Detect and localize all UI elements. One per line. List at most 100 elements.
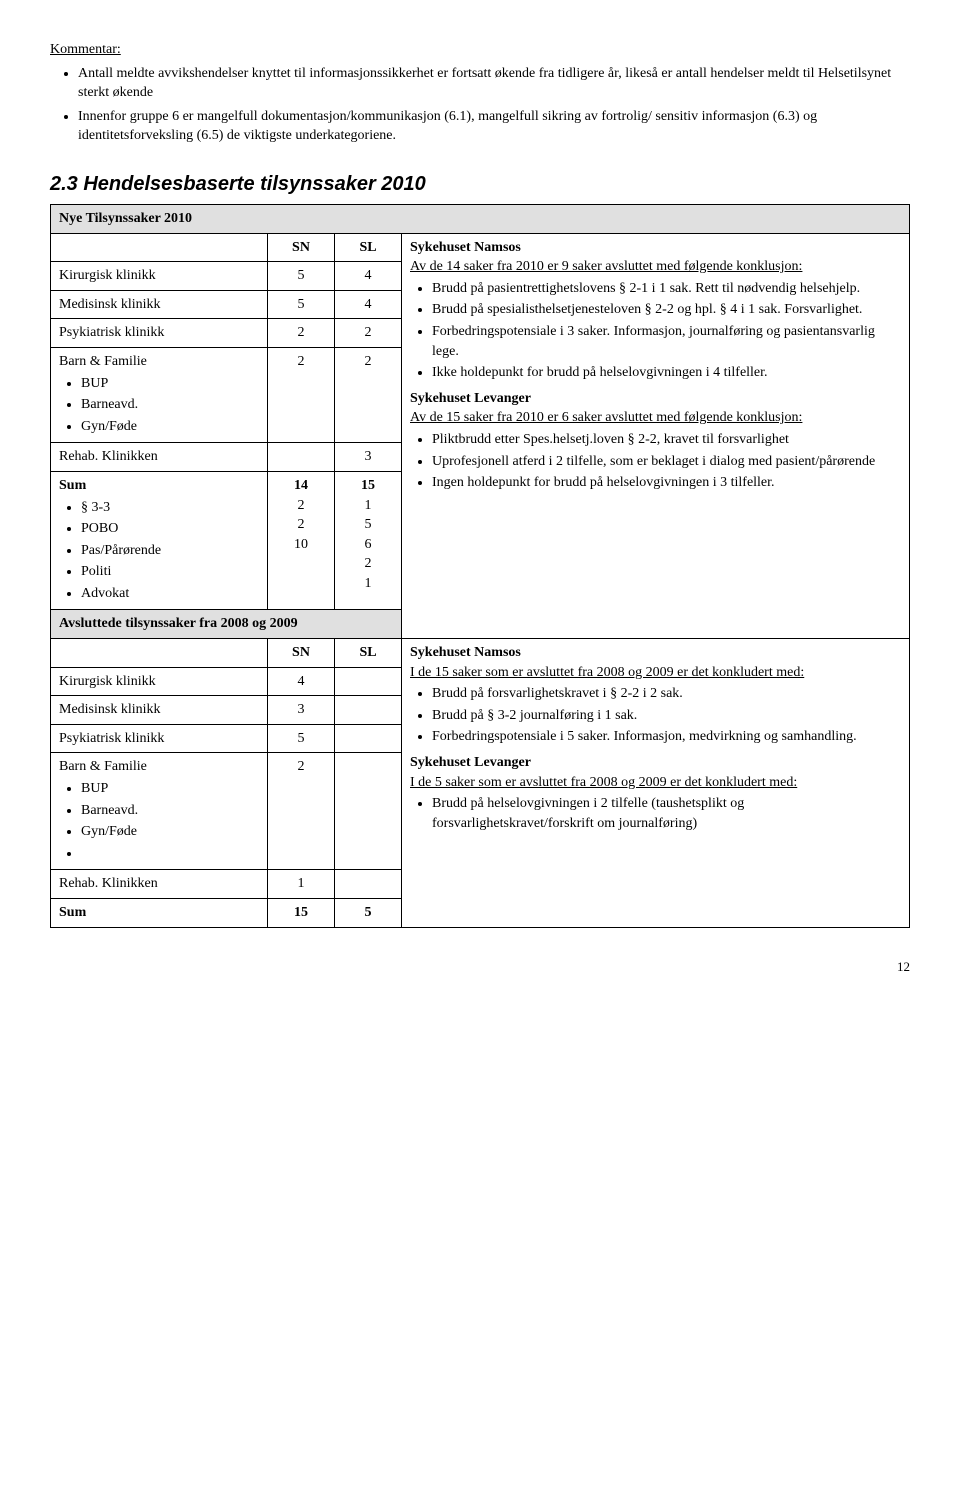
row-label: Medisinsk klinikk (51, 696, 268, 725)
sum-sn-2: 15 (268, 899, 335, 928)
desc2-p1: I de 15 saker som er avsluttet fra 2008 … (410, 663, 901, 683)
desc-item: Ikke holdepunkt for brudd på helselovgiv… (432, 363, 901, 383)
cell-sn: 2 (268, 319, 335, 348)
row-label: Kirurgisk klinikk (51, 667, 268, 696)
row-label: Psykiatrisk klinikk (51, 319, 268, 348)
desc2-h1: Sykehuset Namsos (410, 643, 901, 663)
row-label: Psykiatrisk klinikk (51, 724, 268, 753)
sub-item-empty (81, 844, 259, 864)
row-label: Medisinsk klinikk (51, 290, 268, 319)
desc-item: Pliktbrudd etter Spes.helsetj.loven § 2-… (432, 430, 901, 450)
desc-p2: Av de 15 saker fra 2010 er 6 saker avslu… (410, 408, 901, 428)
row-label: Rehab. Klinikken (51, 870, 268, 899)
cell-sl: 4 (335, 290, 402, 319)
desc-item: Uprofesjonell atferd i 2 tilfelle, som e… (432, 452, 901, 472)
desc-item: Ingen holdepunkt for brudd på helselovgi… (432, 473, 901, 493)
cell-sn: 5 (268, 262, 335, 291)
cell-sl: 4 (335, 262, 402, 291)
empty-cell (51, 233, 268, 262)
col-sl-2: SL (335, 639, 402, 668)
sub-sl: 1 (343, 574, 393, 594)
sum-sl: 15 (343, 476, 393, 496)
sub-item: Gyn/Føde (81, 822, 259, 842)
desc-h1: Sykehuset Namsos (410, 238, 901, 258)
sub-item: BUP (81, 374, 259, 394)
cell-sl: 3 (335, 443, 402, 472)
cell-sl (335, 870, 402, 899)
sub-item: BUP (81, 779, 259, 799)
sub-sn: 2 (276, 496, 326, 516)
sub-list: BUP Barneavd. Gyn/Føde (59, 779, 259, 863)
row-label-text: Barn & Familie (59, 759, 147, 774)
desc-list-1: Brudd på pasientrettighetslovens § 2-1 i… (410, 279, 901, 383)
cell-sl (335, 724, 402, 753)
page-number: 12 (50, 958, 910, 976)
sub-item: Politi (81, 562, 259, 582)
tilsynssaker-table: Nye Tilsynssaker 2010 SN SL Sykehuset Na… (50, 204, 910, 928)
cell-sn (268, 443, 335, 472)
row-label-text: Barn & Familie (59, 354, 147, 369)
nye-header: Nye Tilsynssaker 2010 (51, 204, 910, 233)
desc-item: Brudd på pasientrettighetslovens § 2-1 i… (432, 279, 901, 299)
desc-item: Forbedringspotensiale i 3 saker. Informa… (432, 322, 901, 361)
row-label: Barn & Familie BUP Barneavd. Gyn/Føde (51, 753, 268, 870)
desc-item: Brudd på helselovgivningen i 2 tilfelle … (432, 794, 901, 833)
row-label: Kirurgisk klinikk (51, 262, 268, 291)
desc-item: Brudd på forsvarlighetskravet i § 2-2 i … (432, 684, 901, 704)
cell-sl: 2 (335, 347, 402, 442)
cell-sn: 5 (268, 290, 335, 319)
sub-sn: 10 (276, 535, 326, 555)
col-sn-2: SN (268, 639, 335, 668)
kommentar-item: Antall meldte avvikshendelser knyttet ti… (78, 64, 910, 103)
sub-list: BUP Barneavd. Gyn/Føde (59, 374, 259, 437)
sub-item: POBO (81, 519, 259, 539)
sum-sl-2: 5 (335, 899, 402, 928)
desc2-list-1: Brudd på forsvarlighetskravet i § 2-2 i … (410, 684, 901, 747)
empty-cell (51, 639, 268, 668)
sub-item: Gyn/Føde (81, 417, 259, 437)
sum-label-2: Sum (51, 899, 268, 928)
sub-item: Pas/Pårørende (81, 541, 259, 561)
sum-sub-list: § 3-3 POBO Pas/Pårørende Politi Advokat (59, 498, 259, 604)
cell-sl (335, 667, 402, 696)
sub-sl: 5 (343, 515, 393, 535)
sum-cell: Sum § 3-3 POBO Pas/Pårørende Politi Advo… (51, 471, 268, 610)
sum-label: Sum (59, 478, 86, 493)
sum-sl-col: 15 1 5 6 2 1 (335, 471, 402, 610)
desc-item: Brudd på spesialisthelsetjenesteloven § … (432, 300, 901, 320)
sub-item: Barneavd. (81, 395, 259, 415)
desc-p1: Av de 14 saker fra 2010 er 9 saker avslu… (410, 257, 901, 277)
cell-sn: 2 (268, 347, 335, 442)
desc-h2: Sykehuset Levanger (410, 389, 901, 409)
row-label: Rehab. Klinikken (51, 443, 268, 472)
kommentar-item: Innenfor gruppe 6 er mangelfull dokument… (78, 107, 910, 146)
desc-cell-1: Sykehuset Namsos Av de 14 saker fra 2010… (402, 233, 910, 639)
cell-sn: 2 (268, 753, 335, 870)
desc-item: Brudd på § 3-2 journalføring i 1 sak. (432, 706, 901, 726)
cell-sn: 4 (268, 667, 335, 696)
section-title: 2.3 Hendelsesbaserte tilsynssaker 2010 (50, 170, 910, 198)
avsluttede-header: Avsluttede tilsynssaker fra 2008 og 2009 (51, 610, 402, 639)
desc2-p2: I de 5 saker som er avsluttet fra 2008 o… (410, 773, 901, 793)
desc-item: Forbedringspotensiale i 5 saker. Informa… (432, 727, 901, 747)
sub-sl: 6 (343, 535, 393, 555)
desc2-h2: Sykehuset Levanger (410, 753, 901, 773)
sub-item: § 3-3 (81, 498, 259, 518)
desc2-list-2: Brudd på helselovgivningen i 2 tilfelle … (410, 794, 901, 833)
desc-cell-2: Sykehuset Namsos I de 15 saker som er av… (402, 639, 910, 928)
col-sn: SN (268, 233, 335, 262)
cell-sl (335, 696, 402, 725)
col-sl: SL (335, 233, 402, 262)
kommentar-list: Antall meldte avvikshendelser knyttet ti… (50, 64, 910, 146)
sum-sn: 14 (276, 476, 326, 496)
sub-sn: 2 (276, 515, 326, 535)
kommentar-heading: Kommentar: (50, 40, 910, 60)
row-label: Barn & Familie BUP Barneavd. Gyn/Føde (51, 347, 268, 442)
cell-sl (335, 753, 402, 870)
cell-sn: 1 (268, 870, 335, 899)
sub-item: Barneavd. (81, 801, 259, 821)
cell-sl: 2 (335, 319, 402, 348)
sub-sl: 2 (343, 554, 393, 574)
cell-sn: 5 (268, 724, 335, 753)
sum-sn-col: 14 2 2 10 (268, 471, 335, 610)
